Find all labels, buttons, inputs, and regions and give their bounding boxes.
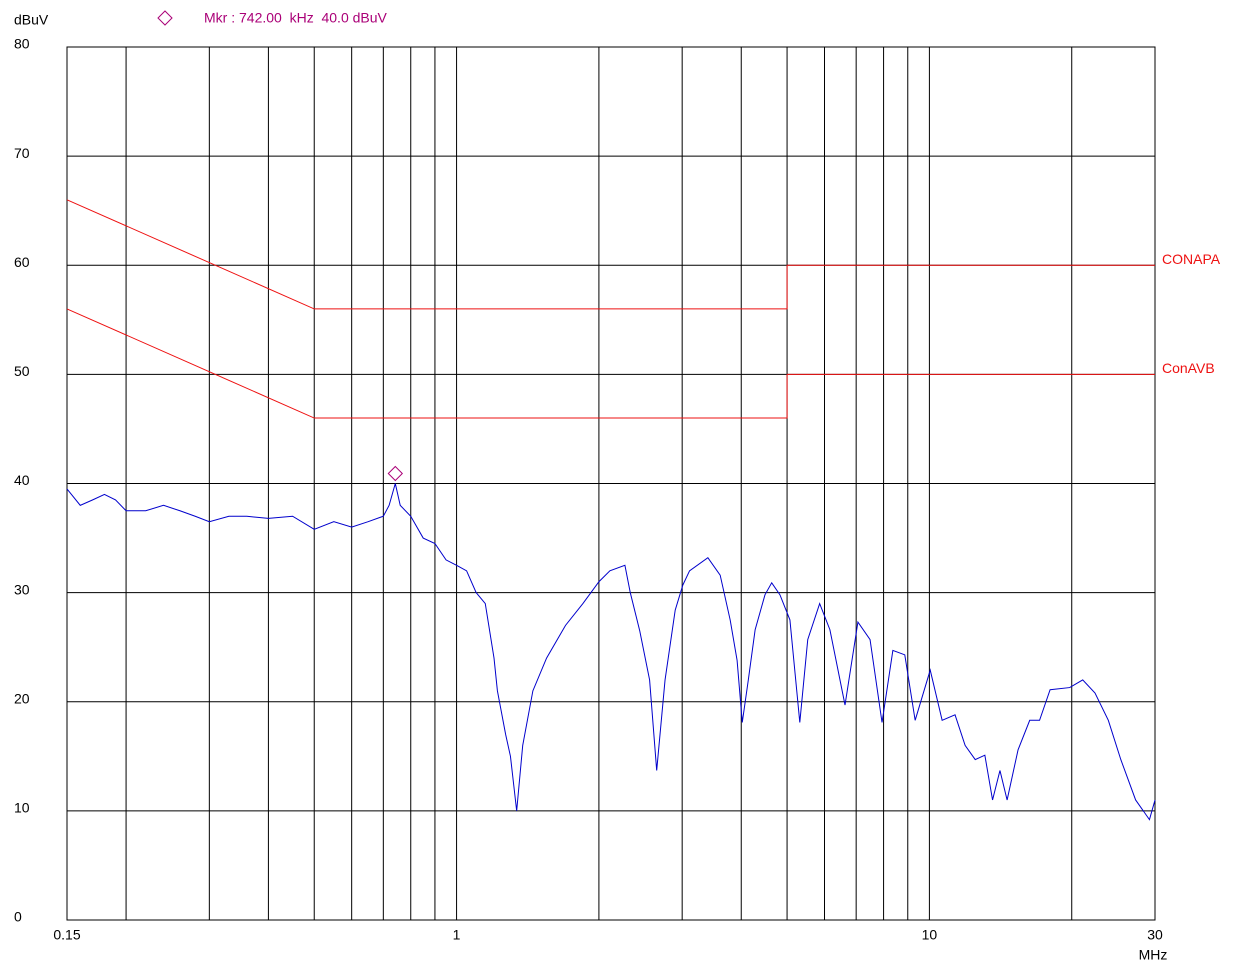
y-tick-label: 30 [14,581,30,597]
series-label: CONAPA [1162,251,1221,267]
y-tick-label: 10 [14,800,30,816]
series-line [66,483,1156,821]
y-axis-label: dBuV [14,12,49,28]
y-tick-label: 60 [14,254,30,270]
x-tick-label: 30 [1147,927,1163,943]
y-tick-label: 0 [14,909,22,925]
x-tick-label: 1 [453,927,461,943]
series-line [66,199,1155,310]
y-tick-label: 80 [14,36,30,52]
series-label: ConAVB [1162,360,1215,376]
x-tick-label: 0.15 [53,927,80,943]
marker-legend-symbol [157,10,173,26]
y-tick-label: 40 [14,472,30,488]
y-tick-label: 50 [14,363,30,379]
marker [387,465,404,482]
series-line [66,308,1155,419]
y-tick-label: 20 [14,690,30,706]
x-axis-label: MHz [1139,947,1168,963]
y-tick-label: 70 [14,145,30,161]
marker-label: Mkr : 742.00 kHz 40.0 dBuV [204,10,388,26]
x-tick-label: 10 [922,927,938,943]
